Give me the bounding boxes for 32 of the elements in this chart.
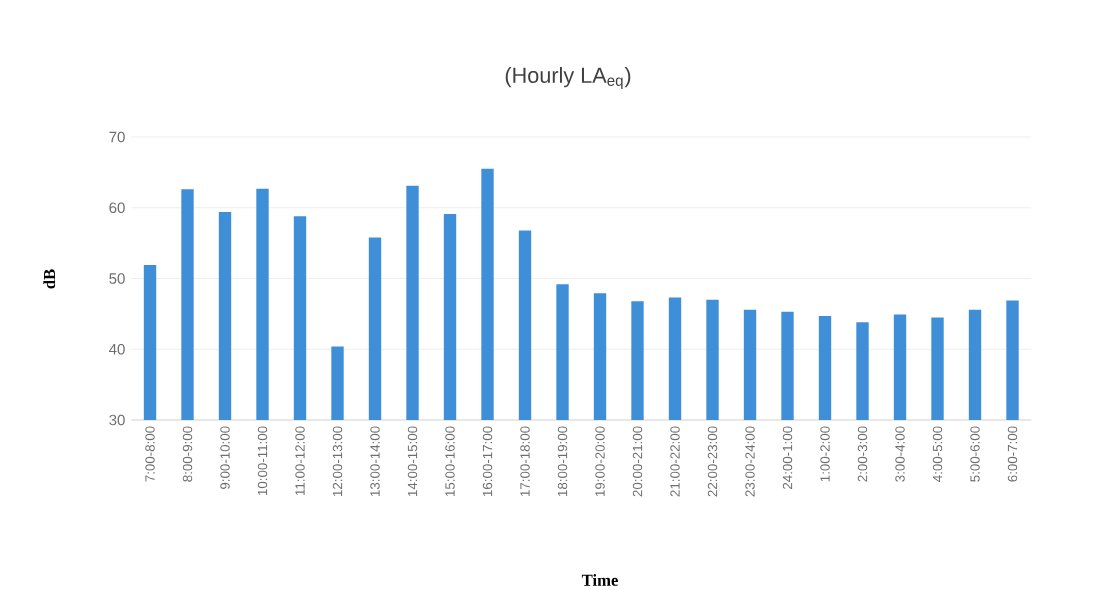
x-tick-label: 10:00-11:00: [257, 426, 268, 496]
chart-title: (Hourly LA$_{eq}$): [505, 67, 631, 89]
x-tick-label: 11:00-12:00: [295, 426, 305, 496]
y-axis-title: dB: [43, 269, 56, 289]
x-tick-label: 2:00-3:00: [857, 426, 868, 482]
x-tick-label: 22:00-23:00: [707, 426, 718, 497]
y-tick-label: 70: [109, 131, 125, 143]
x-tick-label: 3:00-4:00: [895, 426, 905, 482]
x-tick-label: 14:00-15:00: [407, 426, 418, 497]
x-tick-label: 1:00-2:00: [820, 426, 830, 482]
x-tick-label: 23:00-24:00: [745, 426, 755, 497]
x-tick-label: 12:00-13:00: [332, 426, 343, 497]
x-tick-label: 6:00-7:00: [1007, 426, 1018, 482]
x-tick-label: 4:00-5:00: [932, 426, 943, 482]
x-tick-label: 9:00-10:00: [220, 426, 230, 490]
x-tick-label: 13:00-14:00: [370, 426, 380, 497]
x-tick-label: 17:00-18:00: [520, 426, 530, 497]
y-tick-label: 40: [109, 343, 125, 355]
y-tick-label: 50: [109, 273, 125, 284]
x-tick-label: 18:00-19:00: [557, 426, 568, 497]
x-tick-label: 5:00-6:00: [970, 426, 980, 482]
x-tick-label: 19:00-20:00: [595, 426, 605, 497]
x-tick-label: 8:00-9:00: [182, 426, 193, 482]
y-tick-label: 30: [109, 414, 125, 426]
x-axis-title: Time: [581, 574, 618, 586]
x-tick-label: 21:00-22:00: [670, 426, 680, 497]
y-tick-label: 60: [109, 202, 125, 214]
x-tick-label: 7:00-8:00: [145, 426, 155, 482]
x-tick-label: 16:00-17:00: [482, 426, 493, 497]
x-tick-label: 15:00-16:00: [445, 426, 455, 497]
x-tick-label: 24:00-1:00: [782, 426, 793, 489]
x-tick-label: 20:00-21:00: [632, 426, 643, 497]
